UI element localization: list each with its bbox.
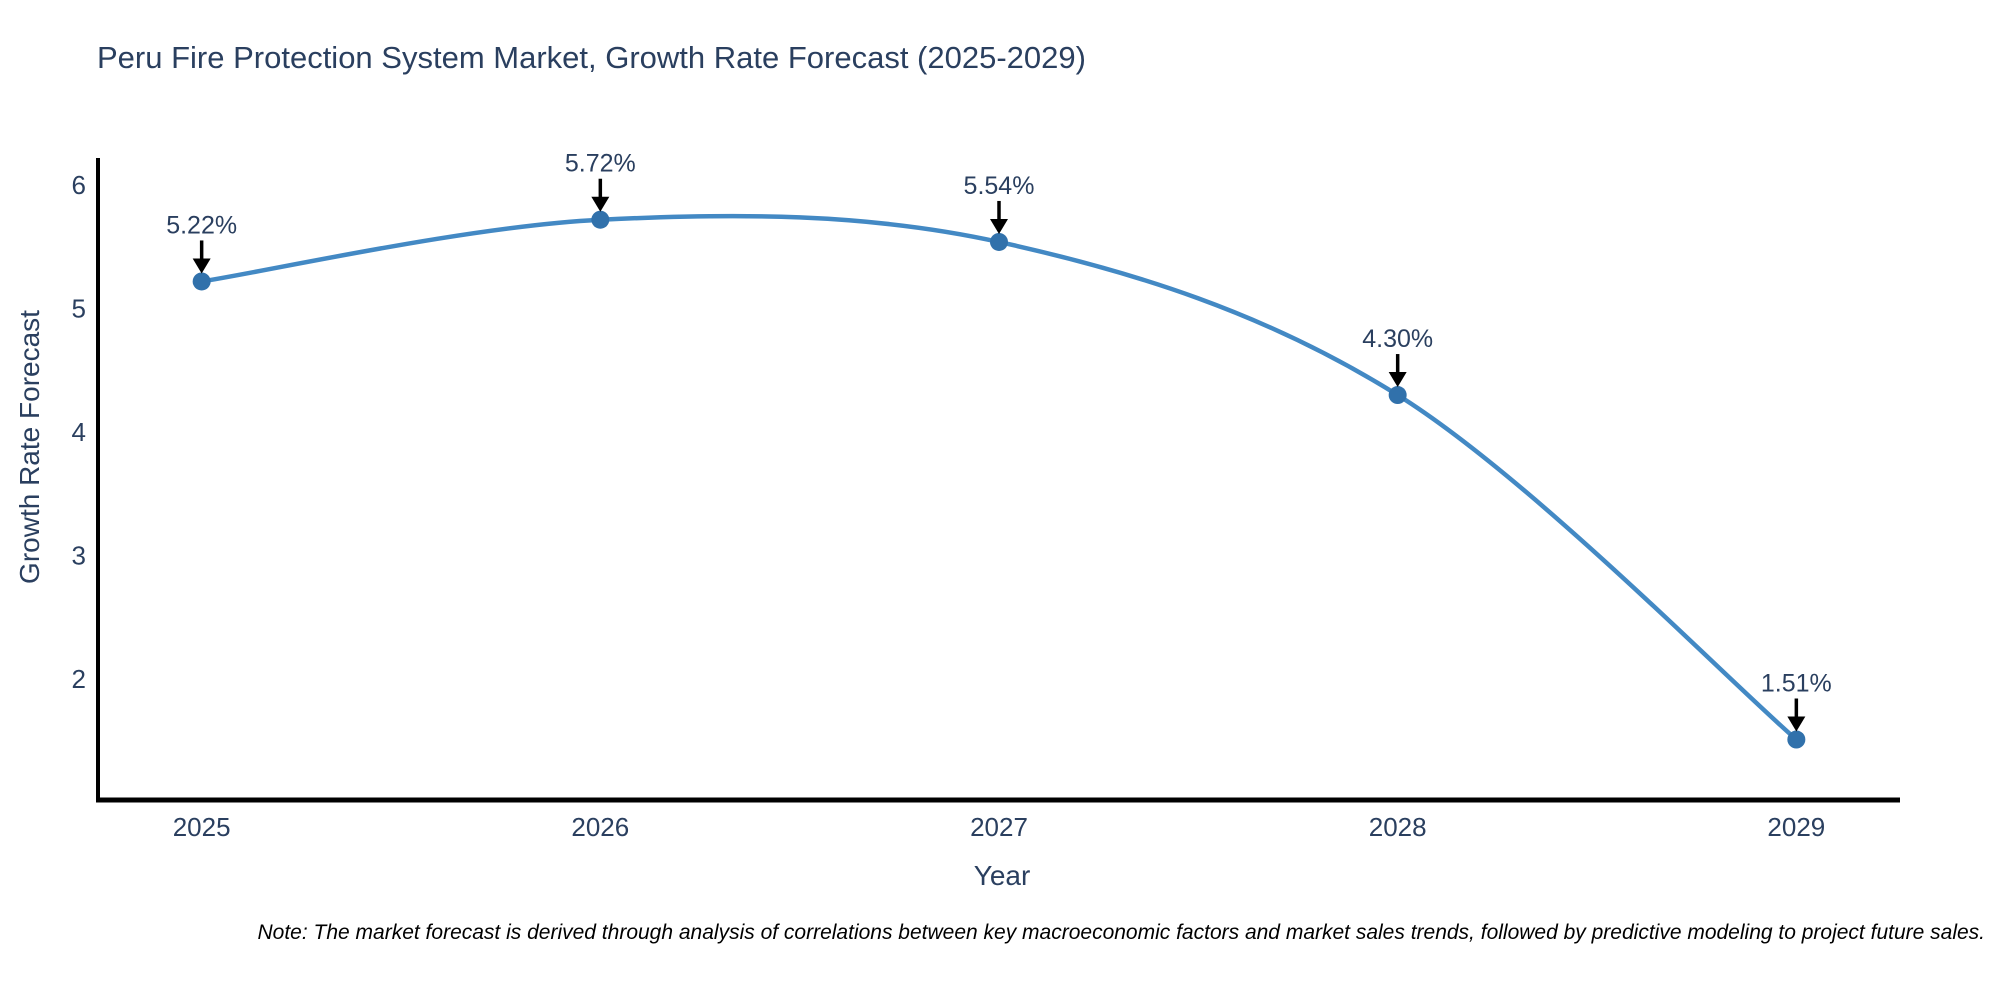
data-point-marker	[990, 232, 1008, 251]
annotation-arrowhead-icon	[1787, 716, 1806, 732]
x-tick-labels: 2025 2026 2027 2028 2029	[173, 812, 1826, 842]
point-annotation: 5.72%	[565, 150, 636, 212]
x-tick-label: 2026	[571, 812, 629, 842]
annotation-arrowhead-icon	[192, 258, 211, 274]
footnote: Note: The market forecast is derived thr…	[257, 921, 1986, 944]
x-tick-label: 2025	[173, 812, 231, 842]
point-annotation: 5.54%	[964, 172, 1035, 234]
y-tick-label: 4	[72, 417, 86, 447]
annotation-arrowhead-icon	[591, 196, 610, 212]
data-point-label: 5.72%	[565, 150, 636, 178]
x-axis-title: Year	[973, 860, 1031, 891]
chart-title: Peru Fire Protection System Market, Grow…	[97, 40, 1086, 75]
y-tick-label: 3	[72, 541, 86, 571]
x-tick-label: 2028	[1369, 812, 1427, 842]
data-point-label: 1.51%	[1761, 670, 1832, 698]
point-annotation: 5.22%	[166, 211, 237, 274]
x-tick-label: 2029	[1767, 812, 1825, 842]
point-annotation: 1.51%	[1761, 670, 1832, 732]
y-tick-label: 6	[72, 170, 86, 200]
series-line	[199, 213, 1799, 742]
y-axis-title: Growth Rate Forecast	[14, 310, 45, 584]
x-tick-label: 2027	[970, 812, 1028, 842]
series-markers	[192, 210, 1806, 749]
data-point-label: 5.54%	[964, 172, 1035, 200]
annotation-arrowhead-icon	[1388, 372, 1407, 388]
point-annotation: 4.30%	[1362, 325, 1433, 388]
y-tick-labels: 2 3 4 5 6	[72, 170, 86, 694]
data-point-marker	[192, 272, 211, 291]
y-tick-label: 2	[72, 664, 86, 694]
data-point-label: 4.30%	[1362, 325, 1433, 353]
data-point-marker	[591, 210, 610, 229]
data-point-label: 5.22%	[166, 211, 237, 239]
y-tick-label: 5	[72, 294, 86, 324]
data-point-marker	[1787, 730, 1806, 749]
annotation-arrowhead-icon	[990, 218, 1008, 234]
data-point-marker	[1388, 386, 1407, 405]
